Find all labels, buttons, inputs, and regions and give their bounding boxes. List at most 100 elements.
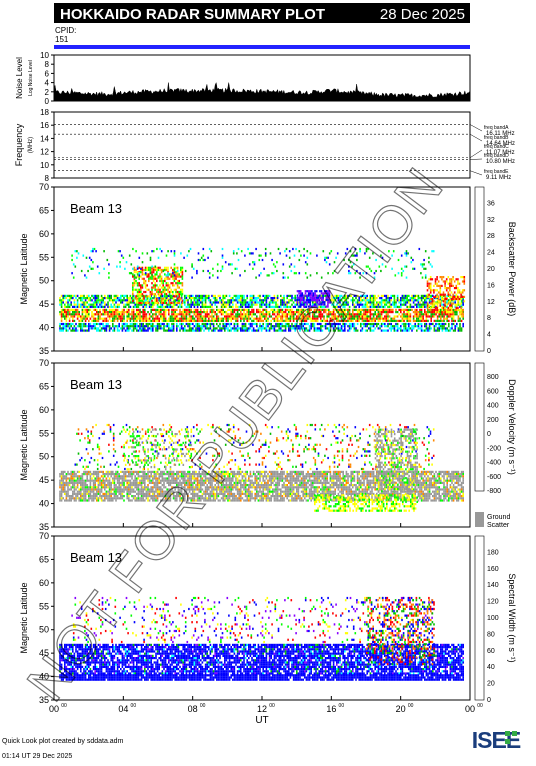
- heatmap-cell: [128, 475, 130, 477]
- heatmap-cell: [128, 499, 130, 501]
- heatmap-cell: [378, 320, 380, 322]
- heatmap-cell: [432, 311, 434, 313]
- heatmap-cell: [88, 491, 90, 493]
- heatmap-cell: [120, 301, 122, 303]
- heatmap-cell: [209, 272, 211, 274]
- heatmap-cell: [72, 473, 74, 475]
- heatmap-cell: [411, 306, 413, 308]
- heatmap-cell: [74, 304, 76, 306]
- heatmap-cell: [450, 313, 452, 315]
- latitude-ytick-label: 65: [39, 381, 49, 391]
- heatmap-cell: [118, 250, 120, 252]
- heatmap-cell: [285, 304, 287, 306]
- heatmap-cell: [62, 497, 64, 499]
- heatmap-cell: [169, 278, 171, 280]
- heatmap-cell: [120, 320, 122, 322]
- heatmap-cell: [443, 325, 445, 327]
- heatmap-cell: [59, 330, 61, 332]
- heatmap-cell: [139, 320, 141, 322]
- heatmap-cell: [432, 323, 434, 325]
- heatmap-cell: [74, 320, 76, 322]
- heatmap-cell: [203, 248, 205, 250]
- heatmap-cell: [154, 269, 156, 271]
- heatmap-cell: [449, 280, 451, 282]
- heatmap-cell: [80, 497, 82, 499]
- heatmap-cell: [123, 297, 125, 299]
- heatmap-cell: [423, 259, 425, 261]
- heatmap-cell: [80, 482, 82, 484]
- heatmap-cell: [235, 268, 237, 270]
- heatmap-cell: [414, 299, 416, 301]
- heatmap-cell: [432, 302, 434, 304]
- heatmap-cell: [414, 297, 416, 299]
- heatmap-cell: [117, 318, 119, 320]
- heatmap-cell: [170, 327, 172, 329]
- heatmap-cell: [227, 313, 229, 315]
- heatmap-cell: [178, 300, 180, 302]
- heatmap-cell: [307, 263, 309, 265]
- heatmap-cell: [453, 315, 455, 317]
- heatmap-cell: [430, 323, 432, 325]
- heatmap-cell: [107, 306, 109, 308]
- heatmap-cell: [389, 320, 391, 322]
- heatmap-cell: [149, 488, 151, 490]
- heatmap-cell: [94, 306, 96, 308]
- heatmap-cell: [59, 311, 61, 313]
- heatmap-cell: [405, 295, 407, 297]
- heatmap-cell: [401, 268, 403, 270]
- heatmap-cell: [436, 276, 438, 278]
- heatmap-cell: [93, 480, 95, 482]
- heatmap-cell: [274, 320, 276, 322]
- heatmap-cell: [122, 493, 124, 495]
- heatmap-cell: [197, 327, 199, 329]
- heatmap-cell: [123, 486, 125, 488]
- heatmap-cell: [78, 477, 80, 479]
- heatmap-cell: [83, 330, 85, 332]
- heatmap-cell: [159, 293, 161, 295]
- heatmap-cell: [157, 327, 159, 329]
- heatmap-cell: [136, 471, 138, 473]
- heatmap-cell: [88, 311, 90, 313]
- heatmap-cell: [277, 315, 279, 317]
- heatmap-cell: [394, 327, 396, 329]
- heatmap-cell: [443, 318, 445, 320]
- heatmap-cell: [61, 482, 63, 484]
- heatmap-cell: [75, 266, 77, 268]
- heatmap-cell: [189, 311, 191, 313]
- heatmap-cell: [118, 315, 120, 317]
- heatmap-cell: [155, 473, 157, 475]
- heatmap-cell: [251, 311, 253, 313]
- heatmap-cell: [379, 327, 381, 329]
- heatmap-cell: [248, 320, 250, 322]
- heatmap-cell: [75, 297, 77, 299]
- heatmap-cell: [144, 313, 146, 315]
- heatmap-cell: [91, 325, 93, 327]
- heatmap-cell: [451, 311, 453, 313]
- heatmap-cell: [64, 311, 66, 313]
- heatmap-cell: [389, 304, 391, 306]
- heatmap-cell: [218, 320, 220, 322]
- heatmap-cell: [75, 473, 77, 475]
- heatmap-cell: [126, 261, 128, 263]
- heatmap-cell: [460, 309, 462, 311]
- heatmap-cell: [166, 323, 168, 325]
- heatmap-cell: [109, 309, 111, 311]
- heatmap-cell: [238, 301, 240, 303]
- heatmap-cell: [146, 497, 148, 499]
- heatmap-cell: [368, 309, 370, 311]
- heatmap-cell: [255, 277, 257, 279]
- heatmap-cell: [323, 250, 325, 252]
- heatmap-cell: [146, 320, 148, 322]
- heatmap-cell: [146, 318, 148, 320]
- heatmap-cell: [366, 330, 368, 332]
- heatmap-cell: [102, 313, 104, 315]
- heatmap-cell: [198, 325, 200, 327]
- heatmap-cell: [62, 477, 64, 479]
- heatmap-cell: [165, 318, 167, 320]
- heatmap-cell: [138, 486, 140, 488]
- heatmap-cell: [382, 301, 384, 303]
- heatmap-cell: [91, 313, 93, 315]
- heatmap-cell: [266, 306, 268, 308]
